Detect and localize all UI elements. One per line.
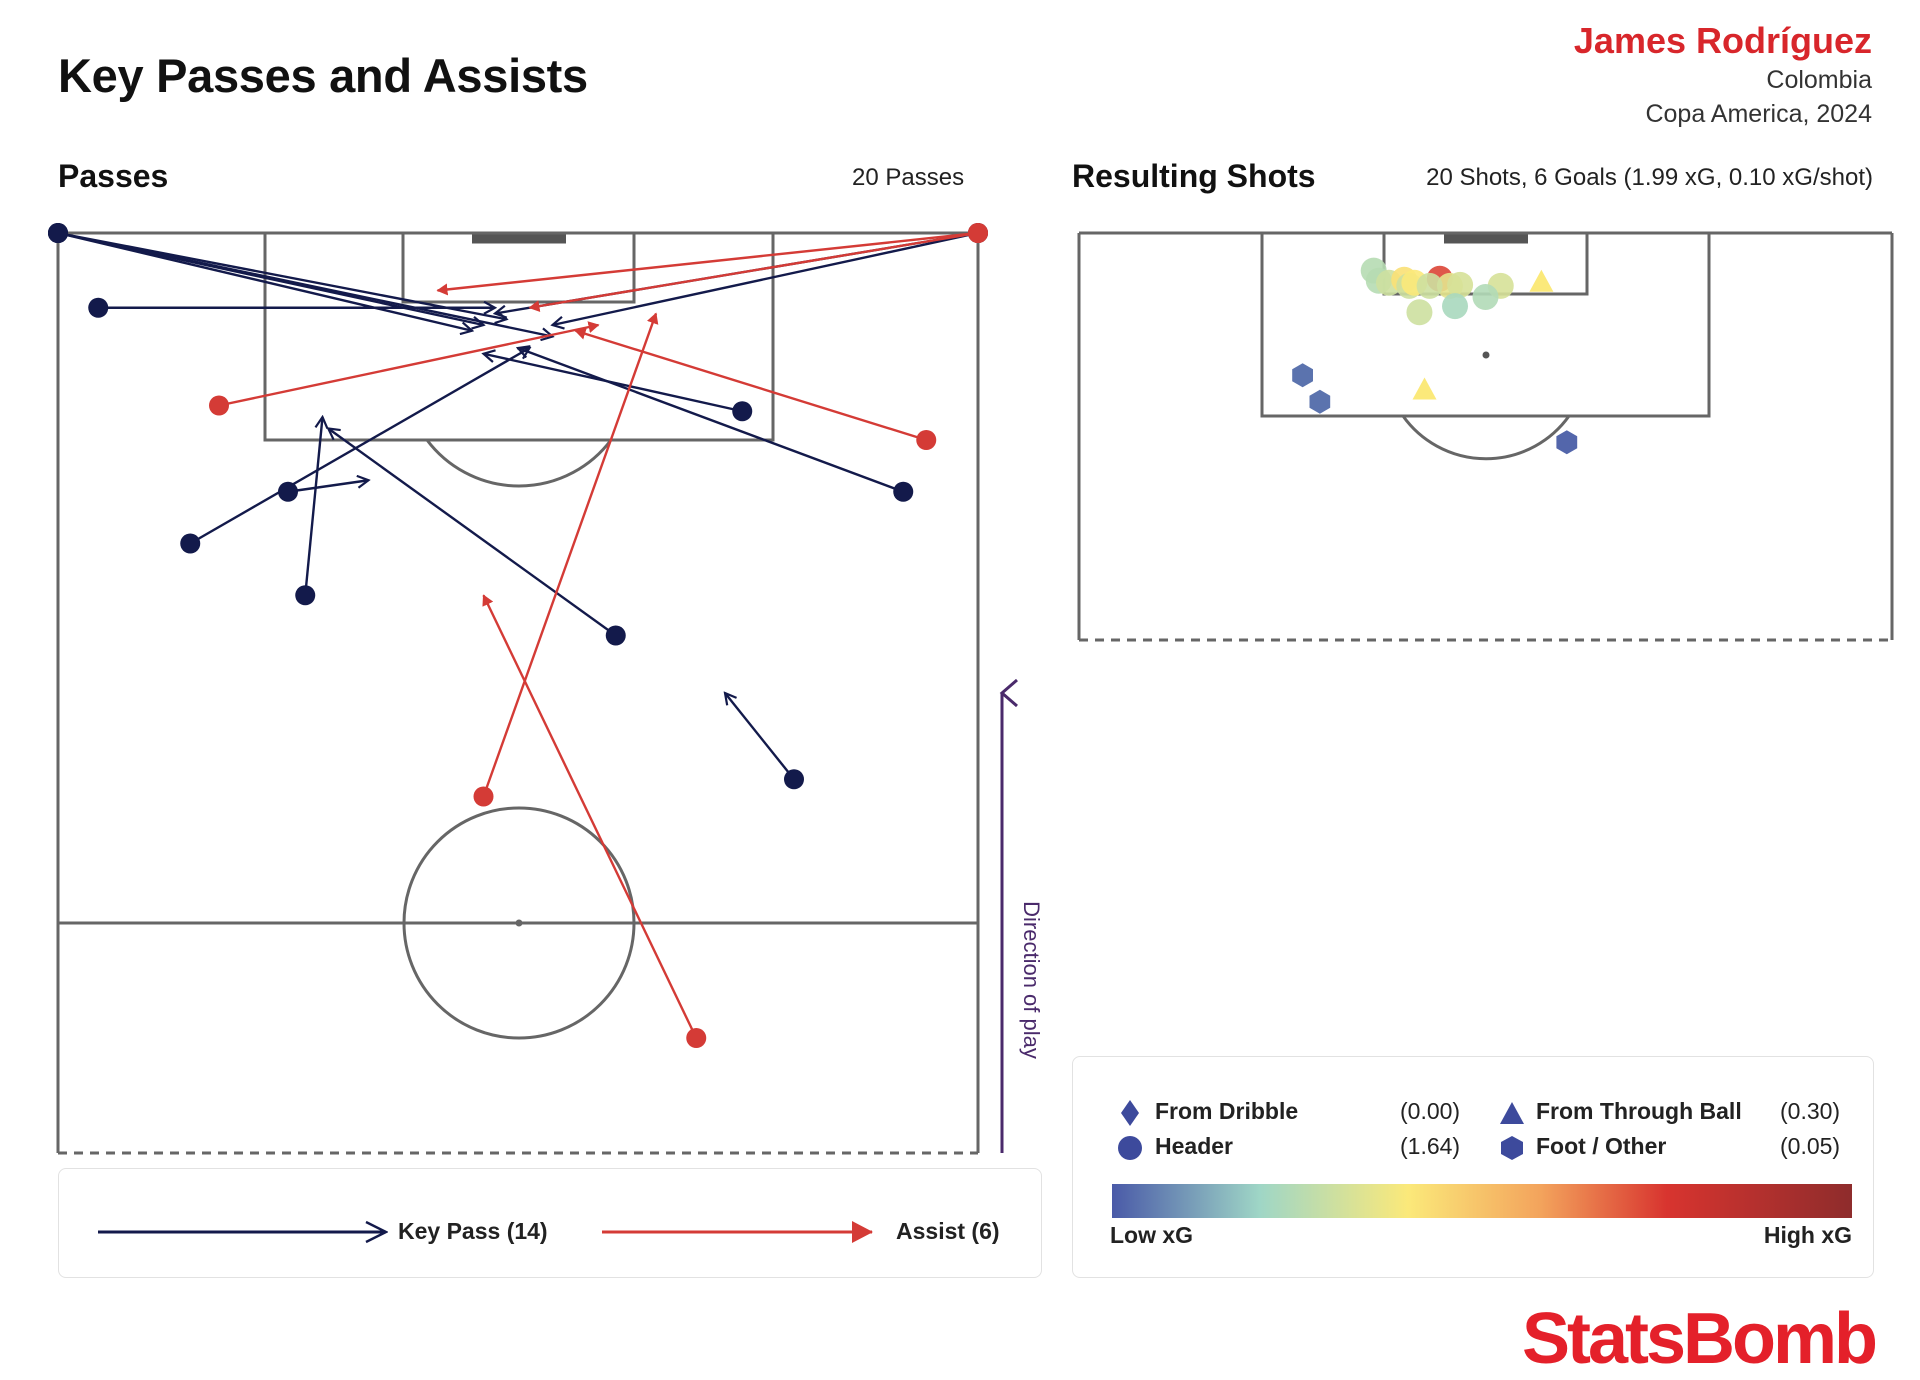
header-legend-value: (1.64): [1400, 1133, 1461, 1159]
shot-marker-15: [1529, 269, 1554, 292]
through-ball-legend-value: (0.30): [1780, 1098, 1841, 1124]
foot-legend-label: Foot / Other: [1536, 1133, 1667, 1159]
key-pass-line-3: [57, 231, 507, 319]
assist-line-4: [574, 327, 927, 442]
dribble-legend-value: (0.00): [1400, 1098, 1461, 1124]
high-xg-label: High xG: [1763, 1222, 1852, 1248]
shots-panel-subtitle: 20 Shots, 6 Goals (1.99 xG, 0.10 xG/shot…: [1426, 164, 1873, 191]
key-pass-line-14: [725, 693, 795, 780]
key-pass-line-9: [518, 348, 904, 493]
shot-penalty-arc: [1401, 415, 1571, 461]
key-pass-line-12: [287, 480, 369, 493]
player-name: James Rodríguez: [1573, 20, 1872, 61]
key-pass-line-10: [304, 417, 322, 596]
assist-line-5: [482, 312, 659, 797]
key-pass-line-13: [328, 429, 617, 637]
pass-legend: [58, 1168, 1042, 1278]
assist-line-2: [528, 231, 979, 313]
shot-marker-16: [1412, 377, 1437, 400]
key-pass-origin-13: [605, 625, 626, 646]
statsbomb-logo: StatsBomb: [1521, 1299, 1878, 1379]
key-pass-origin-4: [48, 223, 68, 243]
key-pass-legend-label: Key Pass (14): [398, 1218, 548, 1244]
penalty-spot: [1482, 351, 1490, 359]
direction-label: Direction of play: [1019, 901, 1044, 1059]
assist-line-6: [482, 594, 698, 1039]
page-title: Key Passes and Assists: [58, 49, 588, 102]
assist-line-1: [436, 231, 979, 296]
key-pass-origin-10: [295, 585, 316, 606]
penalty-arc: [425, 439, 613, 488]
dribble-legend-icon: [1121, 1100, 1139, 1126]
passes-panel-subtitle: 20 Passes: [852, 164, 965, 191]
key-pass-origin-11: [180, 533, 201, 554]
shot-marker-11: [1472, 284, 1499, 311]
assist-origin-4: [916, 430, 937, 450]
shot-marker-17: [1292, 363, 1313, 388]
shot-marker-14: [1416, 272, 1443, 299]
low-xg-label: Low xG: [1110, 1222, 1194, 1248]
competition-name: Copa America, 2024: [1645, 100, 1872, 128]
pass-layer: [48, 223, 988, 1048]
key-pass-line-1: [57, 231, 472, 331]
key-pass-origin-14: [784, 769, 804, 790]
assist-origin-6: [686, 1028, 707, 1048]
assist-line-3: [218, 321, 600, 407]
foot-legend-icon: [1501, 1136, 1523, 1160]
team-name: Colombia: [1766, 66, 1872, 94]
key-pass-origin-9: [893, 481, 914, 502]
key-pass-line-7: [553, 231, 979, 325]
foot-legend-value: (0.05): [1780, 1133, 1841, 1159]
shot-marker-19: [1556, 430, 1578, 455]
shot-marker-13: [1406, 299, 1433, 326]
assist-origin-3: [209, 395, 229, 416]
key-pass-line-4: [57, 231, 553, 337]
key-pass-origin-8: [732, 401, 753, 422]
key-pass-line-11: [189, 348, 529, 545]
shot-marker-12: [1442, 293, 1469, 320]
shot-marker-18: [1309, 389, 1331, 414]
key-pass-origin-5: [88, 297, 109, 318]
centre-circle: [402, 806, 636, 1040]
assist-legend-label: Assist (6): [896, 1218, 1000, 1244]
passes-panel-title: Passes: [58, 158, 169, 194]
shots-panel-title: Resulting Shots: [1072, 158, 1316, 194]
dribble-legend-label: From Dribble: [1155, 1098, 1299, 1124]
shot-penalty-box: [1260, 231, 1711, 418]
shot-layer: [1292, 257, 1578, 455]
through-ball-legend-label: From Through Ball: [1536, 1098, 1742, 1124]
six-yard-box: [401, 231, 636, 304]
header-legend-label: Header: [1155, 1133, 1233, 1159]
assist-origin-5: [473, 786, 494, 807]
shot-marker-9: [1447, 271, 1474, 298]
xg-colorbar: [1112, 1184, 1852, 1218]
pass-pitch: [56, 231, 980, 1155]
assist-origin-2: [968, 223, 988, 243]
header-legend-icon: [1118, 1136, 1142, 1160]
key-pass-origin-12: [278, 481, 298, 502]
shot-legend: [1072, 1056, 1874, 1278]
shot-pitch: [1077, 231, 1894, 642]
centre-spot: [515, 919, 523, 927]
through-ball-legend-icon: [1500, 1102, 1524, 1124]
